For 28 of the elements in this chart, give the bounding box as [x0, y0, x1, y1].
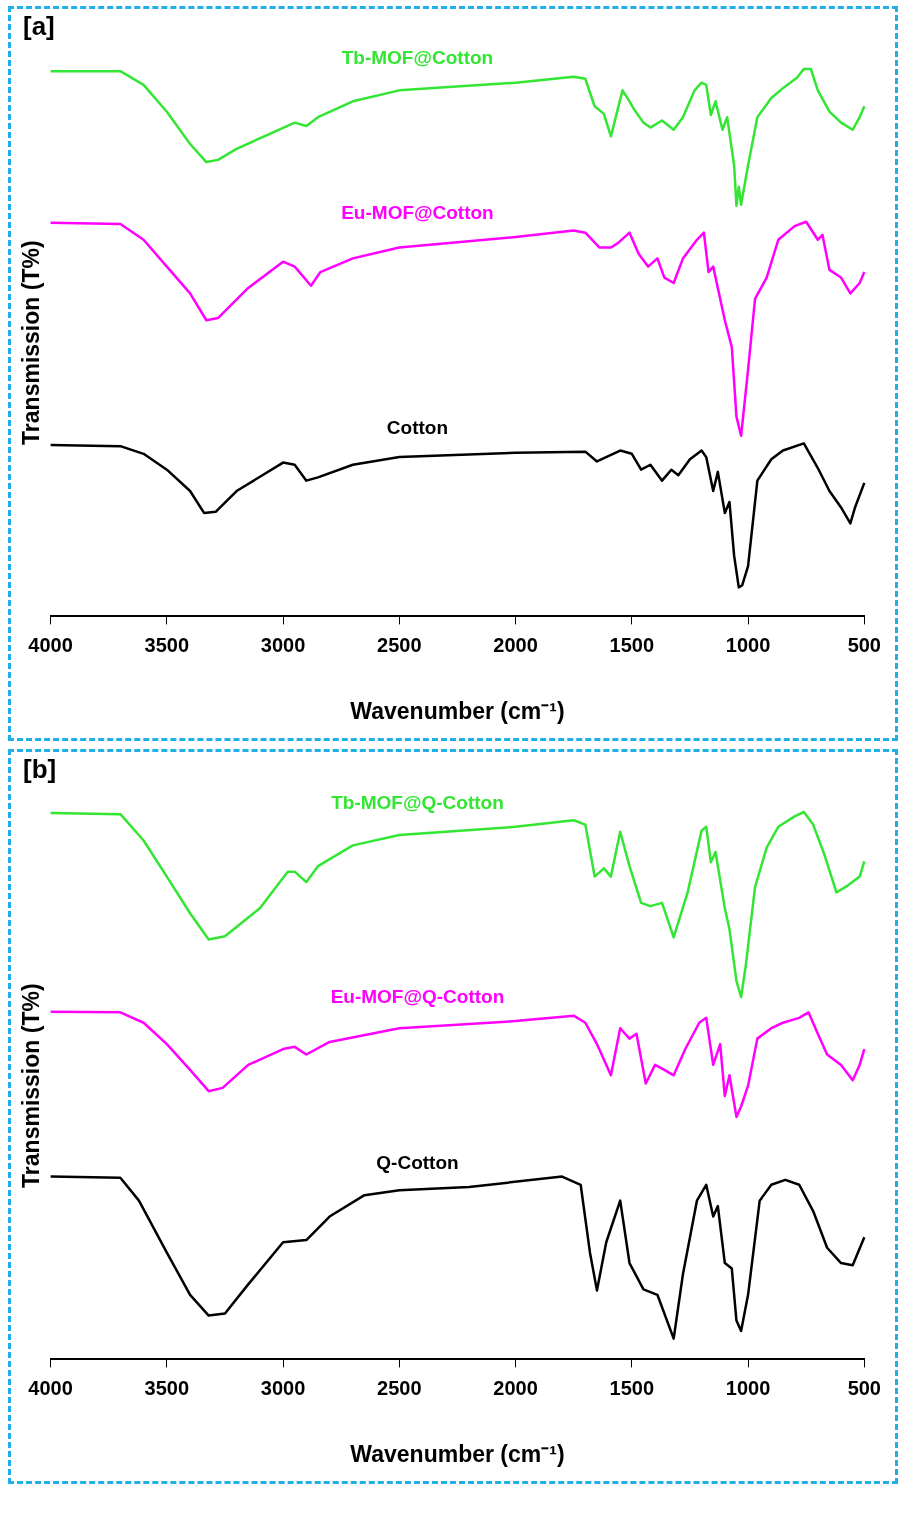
x-tick-label: 4000	[28, 1376, 73, 1399]
series-label: Q-Cotton	[376, 1151, 459, 1173]
x-tick-label: 2500	[377, 633, 422, 656]
y-axis-title: Transmission (T%)	[18, 240, 45, 445]
x-tick-label: 1000	[725, 1376, 771, 1399]
x-tick-label: 3500	[144, 1376, 190, 1399]
x-tick-label: 1500	[609, 1376, 655, 1399]
x-tick-label: 3000	[260, 1376, 306, 1399]
y-axis-title: Transmission (T%)	[18, 983, 45, 1188]
series-label: Tb-MOF@Q-Cotton	[331, 791, 504, 813]
x-axis-title: Wavenumber (cm⁻¹)	[350, 697, 565, 724]
x-tick-label: 4000	[28, 633, 73, 656]
series-label: Cotton	[386, 417, 449, 439]
x-tick-label: 500	[847, 1376, 881, 1399]
x-tick-label: 1000	[725, 633, 771, 656]
x-tick-label: 3000	[260, 633, 306, 656]
text: [a]	[23, 11, 55, 42]
x-tick-label: 2000	[493, 1376, 538, 1399]
series-label: Eu-MOF@Q-Cotton	[330, 985, 505, 1007]
x-tick-label: 3500	[144, 633, 190, 656]
series-label: Tb-MOF@Cotton	[341, 47, 494, 69]
x-tick-label: 2500	[377, 1376, 422, 1399]
text: [b]	[23, 754, 57, 785]
x-tick-label: 1500	[609, 633, 655, 656]
series-label: Eu-MOF@Cotton	[341, 201, 494, 223]
x-tick-label: 2000	[493, 633, 538, 656]
x-axis-title: Wavenumber (cm⁻¹)	[350, 1440, 565, 1467]
x-tick-label: 500	[847, 633, 881, 656]
